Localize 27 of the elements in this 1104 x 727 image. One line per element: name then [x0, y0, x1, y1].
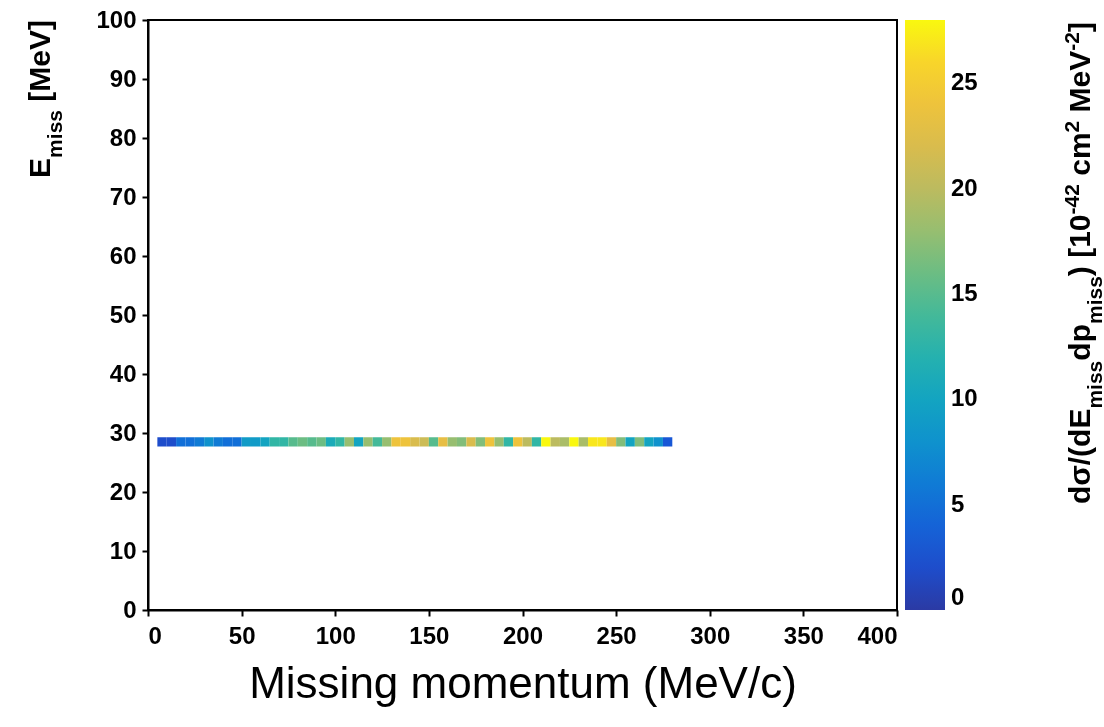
y-tick-label: 0	[123, 595, 137, 623]
x-tick-label: 150	[409, 621, 450, 649]
y-tick-label: 30	[109, 418, 137, 446]
x-tick-label: 350	[783, 621, 824, 649]
x-tick-label: 50	[228, 621, 256, 649]
color-bar-label: 15	[951, 278, 978, 306]
color-bar-label: 25	[951, 68, 978, 96]
x-tick-label: 200	[502, 621, 544, 649]
x-tick-label: 400	[857, 621, 898, 649]
y-tick-label: 80	[109, 123, 137, 151]
y-tick-label: 50	[109, 300, 137, 328]
y-tick-label: 40	[109, 359, 137, 387]
x-tick-label: 100	[315, 621, 356, 649]
y-tick-label: 20	[109, 477, 137, 505]
x-tick-label: 300	[690, 621, 731, 649]
color-bar-label: 5	[951, 489, 965, 517]
y-tick-label: 60	[109, 241, 137, 269]
y-tick-label: 70	[109, 182, 137, 210]
x-tick-label: 250	[596, 621, 637, 649]
y-tick-label: 100	[96, 5, 137, 33]
x-tick-label: 0	[148, 621, 162, 649]
x-axis-title: Missing momentum (MeV/c)	[249, 657, 797, 707]
color-bar-label: 10	[951, 384, 978, 412]
y-tick-label: 90	[109, 64, 137, 92]
y-tick-label: 10	[109, 536, 137, 564]
color-bar-label: 20	[951, 173, 978, 201]
color-bar-label: 0	[951, 583, 965, 610]
